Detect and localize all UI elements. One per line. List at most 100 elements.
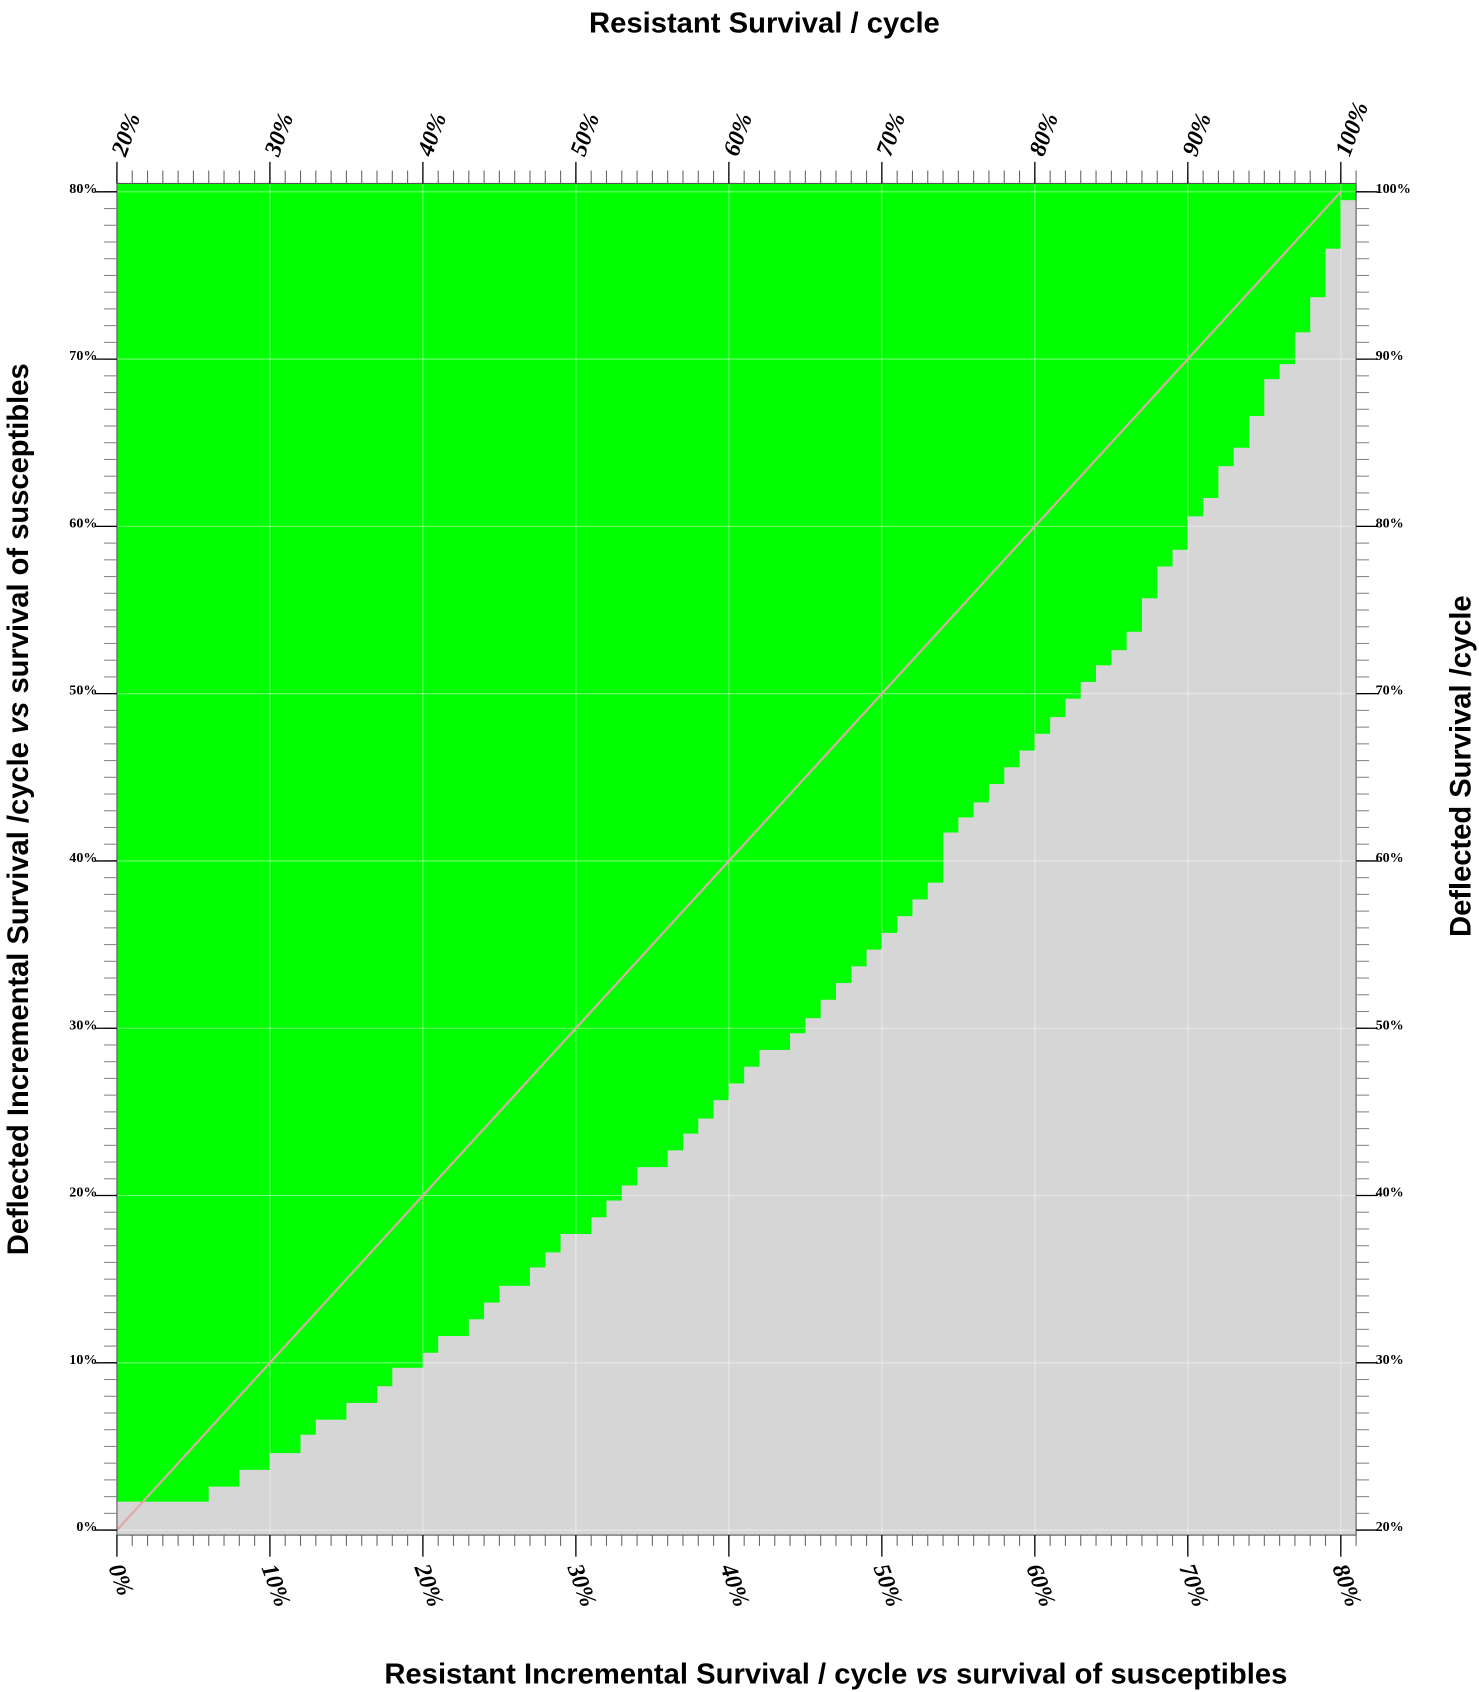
region-below — [698, 1118, 715, 1536]
x2-tick-label: 50% — [566, 110, 605, 160]
y2-tick-label: 70% — [1376, 683, 1404, 699]
region-below — [1050, 717, 1066, 1536]
region-below — [1172, 549, 1189, 1536]
y-tick-label: 40% — [69, 850, 97, 866]
region-below — [377, 1386, 393, 1536]
y2-tick-label: 80% — [1376, 515, 1404, 531]
y-tick-label: 10% — [69, 1352, 97, 1368]
y-axis-title: Deflected Incremental Survival /cycle vs… — [3, 363, 35, 1255]
y-tick-label: 50% — [69, 683, 97, 699]
y2-axis-title: Deflected Survival /cycle — [1445, 595, 1477, 937]
plot-area — [116, 183, 1357, 1536]
region-below — [851, 966, 867, 1536]
region-below — [744, 1066, 760, 1536]
region-below — [1203, 497, 1219, 1536]
x-tick-label: 80% — [1327, 1561, 1366, 1611]
top-axis-title: Resistant Survival / cycle — [589, 7, 940, 39]
region-below — [606, 1200, 623, 1536]
region-below — [575, 1233, 592, 1536]
region-below — [529, 1267, 546, 1536]
region-below — [759, 1049, 776, 1536]
y2-tick-label: 20% — [1376, 1519, 1404, 1535]
region-below — [453, 1336, 470, 1536]
region-below — [208, 1486, 225, 1536]
region-below — [285, 1453, 301, 1536]
region-below — [866, 949, 883, 1536]
x2-tick-label: 20% — [106, 110, 146, 161]
region-below — [591, 1217, 607, 1536]
x-tick-label: 60% — [1021, 1561, 1060, 1611]
region-below — [1279, 364, 1296, 1536]
region-below — [1218, 466, 1235, 1536]
region-below — [835, 983, 852, 1536]
region-below — [1034, 733, 1051, 1536]
region-below — [407, 1367, 424, 1536]
x2-tick-label: 40% — [412, 110, 452, 161]
region-below — [988, 783, 1005, 1536]
region-below — [1096, 665, 1112, 1536]
region-below — [728, 1083, 745, 1536]
region-below — [1065, 698, 1082, 1536]
region-below — [499, 1285, 516, 1536]
region-below — [1294, 332, 1311, 1536]
y-tick-label: 80% — [69, 181, 97, 197]
region-below — [881, 932, 898, 1536]
region-below — [621, 1185, 638, 1536]
region-below — [912, 899, 929, 1536]
region-below — [1157, 566, 1173, 1536]
region-below — [438, 1336, 454, 1536]
region-below — [224, 1486, 240, 1536]
region-below — [392, 1367, 409, 1536]
x-tick-label: 30% — [561, 1560, 601, 1611]
region-below — [545, 1252, 562, 1536]
region-below — [1264, 379, 1281, 1536]
y2-tick-label: 30% — [1376, 1352, 1404, 1368]
region-below — [514, 1285, 531, 1536]
region-below — [346, 1402, 363, 1536]
diagonal-line — [116, 191, 1342, 1531]
region-below — [1111, 650, 1128, 1536]
y-tick-label: 70% — [69, 348, 97, 364]
plot-frame — [116, 182, 1357, 1536]
region-below — [178, 1501, 194, 1536]
region-below — [193, 1501, 210, 1536]
region-below — [254, 1469, 271, 1536]
y2-tick-label: 50% — [1376, 1017, 1404, 1033]
x-axis-title-part: vs — [915, 1658, 948, 1690]
region-below — [1325, 248, 1342, 1536]
region-below — [1019, 750, 1036, 1536]
region-below — [1126, 631, 1143, 1536]
y-tick-label: 0% — [76, 1519, 97, 1535]
region-below — [805, 1018, 822, 1536]
x2-tick-label: 80% — [1025, 110, 1064, 160]
x-tick-label: 20% — [408, 1560, 448, 1611]
region-below — [927, 882, 944, 1536]
x-axis-title-part: Resistant Incremental Survival / cycle — [384, 1658, 907, 1690]
x-axis-title: Resistant Incremental Survival / cycle v… — [384, 1658, 1287, 1690]
y2-tick-label: 60% — [1376, 850, 1404, 866]
region-below — [713, 1100, 730, 1536]
region-below — [1233, 447, 1250, 1536]
x2-tick-label: 30% — [259, 110, 299, 161]
region-below — [162, 1501, 179, 1536]
y2-tick-label: 40% — [1376, 1185, 1404, 1201]
y2-tick-label: 100% — [1376, 181, 1411, 197]
x-tick-label: 10% — [256, 1561, 295, 1611]
region-below — [269, 1453, 286, 1536]
region-below — [361, 1402, 378, 1536]
region-below — [331, 1419, 347, 1536]
region-below — [652, 1167, 669, 1536]
x-axis-title-part: survival of susceptibles — [956, 1658, 1287, 1690]
x2-tick-label: 60% — [719, 110, 758, 160]
region-below — [300, 1434, 317, 1536]
region-below — [1310, 297, 1326, 1536]
region-below — [484, 1302, 500, 1536]
region-below — [1249, 415, 1265, 1536]
y-tick-label: 30% — [69, 1017, 97, 1033]
region-below — [560, 1233, 577, 1536]
x2-tick-label: 100% — [1331, 99, 1374, 160]
region-below — [147, 1501, 164, 1536]
region-below — [1080, 681, 1097, 1536]
